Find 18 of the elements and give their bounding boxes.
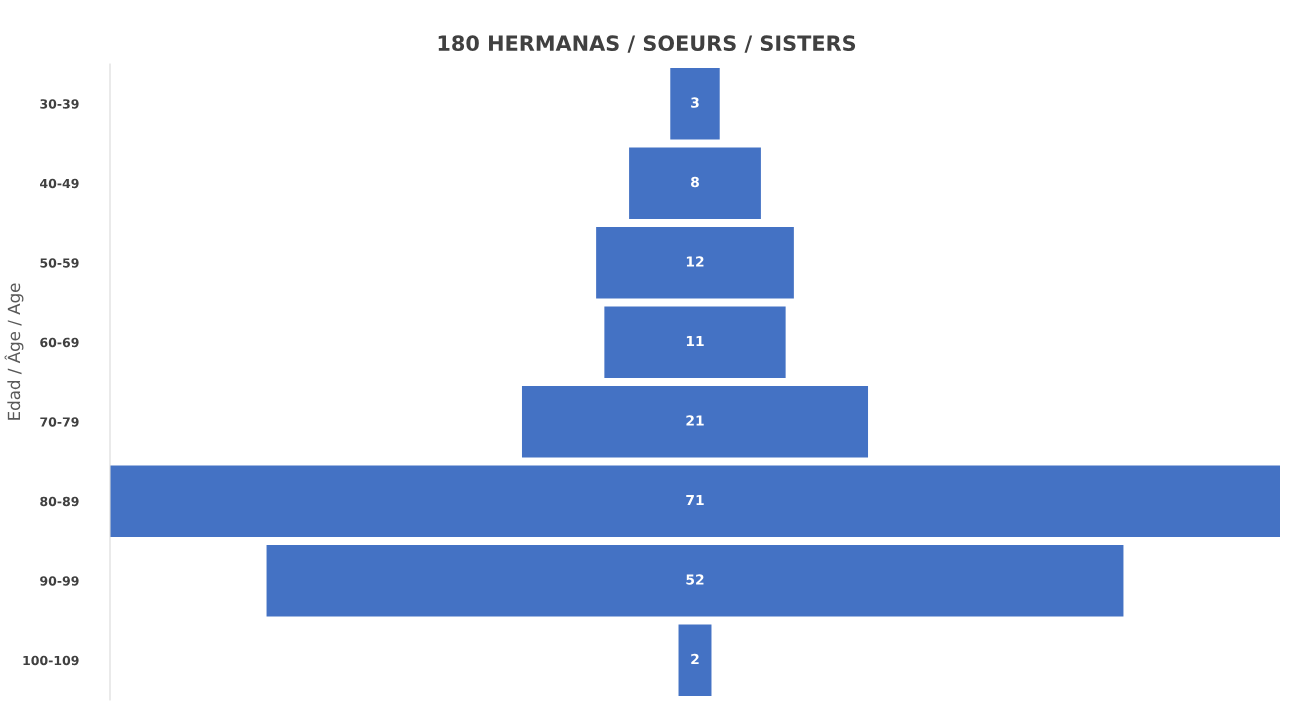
category-label: 80-89 — [40, 496, 79, 507]
data-label: 52 — [686, 574, 704, 585]
category-label: 70-79 — [40, 417, 79, 427]
category-label: 50-59 — [40, 258, 79, 268]
data-label: 21 — [686, 415, 704, 426]
category-label: 90-99 — [40, 576, 79, 586]
category-label: 60-69 — [40, 337, 79, 348]
text: Edad / Âge / Age — [4, 283, 24, 420]
data-label: 11 — [686, 335, 704, 347]
data-label: 3 — [691, 97, 699, 108]
data-label: 71 — [686, 494, 704, 506]
category-label: 40-49 — [40, 178, 79, 189]
category-label: 100-109 — [23, 655, 79, 666]
data-label: 2 — [691, 653, 699, 665]
text: 180 HERMANAS / SOEURS / SISTERS — [438, 35, 856, 53]
data-label: 12 — [686, 256, 704, 267]
category-label: 30-39 — [40, 99, 79, 109]
data-label: 8 — [691, 176, 699, 188]
